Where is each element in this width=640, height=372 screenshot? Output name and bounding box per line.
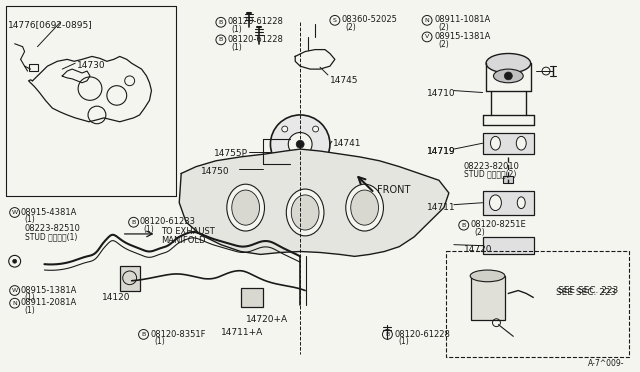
Text: 08120-8351F: 08120-8351F: [150, 330, 206, 339]
Text: 14745: 14745: [330, 76, 358, 85]
Text: 08911-2081A: 08911-2081A: [20, 298, 77, 307]
Text: 14750: 14750: [201, 167, 230, 176]
Ellipse shape: [227, 184, 264, 231]
Text: (2): (2): [346, 23, 356, 32]
Text: 14719: 14719: [427, 147, 456, 156]
Text: (1): (1): [232, 25, 243, 34]
Text: 14719: 14719: [427, 147, 456, 156]
Text: 08223-82010: 08223-82010: [464, 162, 520, 171]
Ellipse shape: [470, 270, 505, 282]
Text: B: B: [131, 220, 136, 225]
Circle shape: [288, 132, 312, 156]
Text: 14730: 14730: [77, 61, 106, 70]
Circle shape: [296, 140, 304, 148]
Text: 08915-1381A: 08915-1381A: [20, 286, 77, 295]
Text: (2): (2): [475, 228, 485, 237]
Circle shape: [13, 259, 17, 263]
Text: 14720: 14720: [464, 245, 492, 254]
Ellipse shape: [490, 137, 500, 150]
Text: 08120-61233: 08120-61233: [140, 217, 196, 226]
Text: A-7^009-: A-7^009-: [588, 359, 624, 368]
Circle shape: [282, 126, 288, 132]
Text: (1): (1): [24, 215, 35, 224]
Text: N: N: [425, 18, 429, 23]
Ellipse shape: [346, 184, 383, 231]
Text: 14120: 14120: [102, 294, 131, 302]
Text: FRONT: FRONT: [376, 185, 410, 195]
Bar: [120, 266, 140, 291]
Text: 14720+A: 14720+A: [246, 315, 288, 324]
Text: 08360-52025: 08360-52025: [342, 16, 397, 25]
Text: 14711: 14711: [427, 203, 456, 212]
Text: B: B: [385, 332, 390, 337]
Text: B: B: [461, 223, 466, 228]
Text: (1): (1): [398, 337, 409, 346]
Text: (1): (1): [232, 43, 243, 52]
Text: 14711+A: 14711+A: [221, 328, 263, 337]
Bar: [504, 176, 513, 183]
Text: STUD スタック(2): STUD スタック(2): [464, 170, 516, 179]
Circle shape: [282, 157, 288, 162]
Text: 14776[0692-0895]: 14776[0692-0895]: [8, 20, 93, 29]
Text: TO EXHAUST: TO EXHAUST: [161, 227, 215, 236]
Bar: [483, 191, 534, 215]
Text: 08120-61228: 08120-61228: [228, 17, 284, 26]
Ellipse shape: [517, 197, 525, 209]
Text: STUD スタッド(1): STUD スタッド(1): [24, 232, 77, 241]
Text: 08120-61228: 08120-61228: [228, 35, 284, 44]
Text: B: B: [219, 37, 223, 42]
Text: 08223-82510: 08223-82510: [24, 224, 81, 233]
Bar: [241, 288, 262, 307]
Text: V: V: [425, 35, 429, 39]
Ellipse shape: [291, 195, 319, 230]
Text: S: S: [333, 18, 337, 23]
Text: (2): (2): [438, 40, 449, 49]
Bar: [483, 237, 534, 254]
Text: 08120-8251E: 08120-8251E: [470, 220, 527, 229]
Text: (1): (1): [24, 294, 35, 302]
Ellipse shape: [516, 137, 526, 150]
Text: B: B: [141, 332, 146, 337]
Text: MANIFOLD: MANIFOLD: [161, 236, 206, 245]
Text: 08915-4381A: 08915-4381A: [20, 208, 77, 217]
Bar: [29, 64, 38, 71]
Text: N: N: [12, 301, 17, 306]
Ellipse shape: [493, 69, 524, 83]
Polygon shape: [179, 149, 449, 256]
Text: (2): (2): [438, 23, 449, 32]
Text: SEE SEC. 223: SEE SEC. 223: [556, 288, 616, 296]
Text: 14741: 14741: [333, 140, 362, 148]
Text: 08911-1081A: 08911-1081A: [434, 16, 490, 25]
Ellipse shape: [232, 190, 260, 225]
Text: W: W: [12, 288, 18, 293]
Ellipse shape: [286, 189, 324, 236]
Text: B: B: [219, 20, 223, 25]
Bar: [446, 251, 629, 357]
Ellipse shape: [490, 195, 501, 211]
Text: 08915-1381A: 08915-1381A: [434, 32, 490, 41]
Text: SEE SEC. 223: SEE SEC. 223: [558, 286, 618, 295]
Ellipse shape: [351, 190, 378, 225]
Text: W: W: [12, 210, 18, 215]
Text: 08120-61228: 08120-61228: [394, 330, 450, 339]
Circle shape: [504, 72, 512, 80]
Bar: [483, 132, 534, 154]
Circle shape: [271, 115, 330, 173]
Circle shape: [312, 157, 319, 162]
Bar: [470, 276, 506, 320]
Text: 14755P: 14755P: [214, 149, 248, 158]
Text: (1): (1): [24, 306, 35, 315]
Text: (1): (1): [143, 225, 154, 234]
Circle shape: [312, 126, 319, 132]
Ellipse shape: [486, 54, 531, 73]
Text: 14710: 14710: [427, 89, 456, 97]
Text: (1): (1): [154, 337, 165, 346]
